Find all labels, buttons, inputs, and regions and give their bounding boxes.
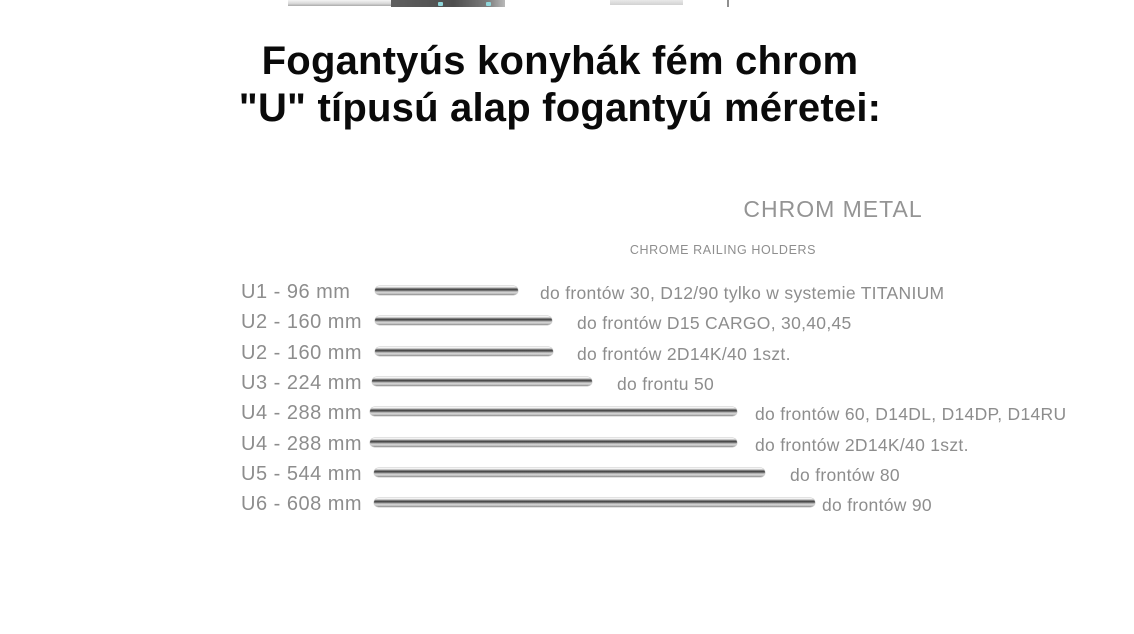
handle-row: U6 - 608 mm do frontów 90: [0, 493, 1134, 524]
handle-leg-right: [561, 384, 566, 398]
handle-description: do frontów D15 CARGO, 30,40,45: [577, 313, 852, 333]
handle-leg-left: [403, 475, 408, 489]
handle-description: do frontów 2D14K/40 1szt.: [577, 344, 791, 364]
handle-row: U3 - 224 mm do frontu 50: [0, 372, 1134, 403]
handle-image: [370, 407, 737, 428]
handle-row: U4 - 288 mm do frontów 60, D14DL, D14DP,…: [0, 402, 1134, 433]
handle-leg-right: [485, 293, 490, 307]
handle-description: do frontów 80: [790, 465, 900, 485]
page-title: Fogantyús konyhák fém chrom "U" típusú a…: [0, 38, 1120, 132]
handle-size-label: U3 - 224 mm: [241, 372, 363, 394]
handle-leg-right: [710, 414, 715, 428]
handle-size-label: U4 - 288 mm: [241, 433, 363, 455]
handle-leg-left: [402, 384, 407, 398]
handle-size-label: U2 - 160 mm: [241, 311, 363, 333]
handle-row: U4 - 288 mm do frontów 2D14K/40 1szt.: [0, 433, 1134, 464]
handle-image: [374, 498, 815, 519]
teal-mark-icon: [486, 2, 491, 6]
handle-row: U2 - 160 mm do frontów 2D14K/40 1szt.: [0, 342, 1134, 373]
handle-image: [375, 316, 552, 337]
handle-image: [372, 377, 592, 398]
handle-row: U2 - 160 mm do frontów D15 CARGO, 30,40,…: [0, 311, 1134, 342]
handle-description: do frontów 30, D12/90 tylko w systemie T…: [540, 283, 945, 303]
handle-row: U5 - 544 mm do frontów 80: [0, 463, 1134, 494]
handle-size-label: U2 - 160 mm: [241, 342, 363, 364]
handle-size-label: U1 - 96 mm: [241, 281, 351, 303]
handle-description: do frontu 50: [617, 374, 715, 394]
handle-image: [375, 347, 553, 368]
handle-leg-left: [403, 323, 408, 337]
handle-leg-left: [402, 414, 407, 428]
teal-mark-icon: [438, 2, 443, 6]
handle-description: do frontów 2D14K/40 1szt.: [755, 435, 969, 455]
cropped-image-remnant-left: [288, 0, 391, 6]
handle-description: do frontów 60, D14DL, D14DP, D14RU: [755, 404, 1067, 424]
cropped-image-remnant-dark: [391, 0, 505, 7]
handle-image: [370, 438, 737, 459]
handle-leg-left: [404, 354, 409, 368]
handle-leg-left: [403, 505, 408, 519]
handle-leg-right: [523, 323, 528, 337]
section-subheading: CHROME RAILING HOLDERS: [629, 243, 817, 257]
handle-size-label: U6 - 608 mm: [241, 493, 363, 515]
handle-leg-right: [524, 354, 529, 368]
section-heading: CHROM METAL: [743, 196, 923, 222]
cropped-image-remnant-tick: [727, 0, 729, 7]
handle-row: U1 - 96 mm do frontów 30, D12/90 tylko w…: [0, 281, 1134, 312]
handle-leg-right: [736, 475, 741, 489]
handle-size-label: U4 - 288 mm: [241, 402, 363, 424]
handle-leg-right: [710, 445, 715, 459]
handle-leg-left: [402, 293, 407, 307]
handle-size-label: U5 - 544 mm: [241, 463, 363, 485]
handle-description: do frontów 90: [822, 495, 932, 515]
page-title-line1: Fogantyús konyhák fém chrom: [261, 39, 859, 83]
handle-leg-right: [785, 505, 790, 519]
handle-image: [375, 286, 518, 307]
handle-image: [374, 468, 765, 489]
handle-leg-left: [402, 445, 407, 459]
cropped-image-remnant-faint: [610, 0, 683, 5]
page-title-line2: "U" típusú alap fogantyú méretei:: [238, 86, 882, 130]
